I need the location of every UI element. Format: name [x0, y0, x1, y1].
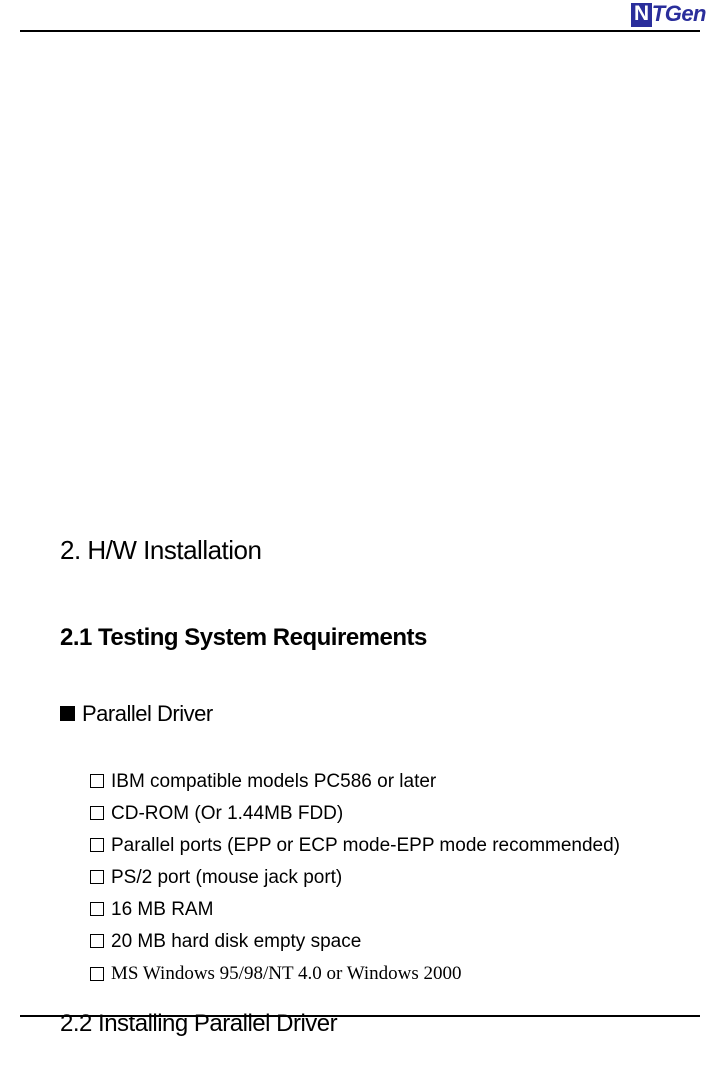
heading-sub-2-1: 2.1 Testing System Requirements — [60, 624, 670, 652]
requirement-text: IBM compatible models PC586 or later — [111, 771, 436, 792]
requirement-item: MS Windows 95/98/NT 4.0 or Windows 2000 — [90, 958, 670, 990]
logo-rest-text: TGen — [652, 1, 706, 27]
requirement-item: 16 MB RAM — [90, 894, 670, 926]
brand-logo: NTGen — [631, 0, 706, 27]
solid-square-bullet-icon — [60, 706, 75, 721]
requirement-text: Parallel ports (EPP or ECP mode-EPP mode… — [111, 835, 620, 856]
bottom-horizontal-rule — [20, 1015, 700, 1017]
requirement-item: PS/2 port (mouse jack port) — [90, 862, 670, 894]
top-horizontal-rule — [20, 30, 700, 32]
group-parallel-driver: Parallel Driver — [60, 701, 670, 727]
hollow-square-bullet-icon — [90, 870, 104, 884]
requirement-item: 20 MB hard disk empty space — [90, 926, 670, 958]
group-label: Parallel Driver — [82, 701, 213, 726]
requirement-text: PS/2 port (mouse jack port) — [111, 867, 342, 888]
requirements-list: IBM compatible models PC586 or later CD-R… — [90, 766, 670, 990]
hollow-square-bullet-icon — [90, 774, 104, 788]
hollow-square-bullet-icon — [90, 967, 104, 981]
requirement-item: Parallel ports (EPP or ECP mode-EPP mode… — [90, 830, 670, 862]
hollow-square-bullet-icon — [90, 838, 104, 852]
heading-main: 2. H/W Installation — [60, 535, 670, 566]
hollow-square-bullet-icon — [90, 902, 104, 916]
requirement-text: 16 MB RAM — [111, 899, 213, 920]
requirement-item: IBM compatible models PC586 or later — [90, 766, 670, 798]
requirement-text: MS Windows 95/98/NT 4.0 or Windows 2000 — [111, 963, 462, 984]
requirement-item: CD-ROM (Or 1.44MB FDD) — [90, 798, 670, 830]
requirement-text: CD-ROM (Or 1.44MB FDD) — [111, 803, 343, 824]
requirement-text: 20 MB hard disk empty space — [111, 931, 361, 952]
hollow-square-bullet-icon — [90, 934, 104, 948]
hollow-square-bullet-icon — [90, 806, 104, 820]
logo-boxed-letter: N — [631, 3, 652, 27]
